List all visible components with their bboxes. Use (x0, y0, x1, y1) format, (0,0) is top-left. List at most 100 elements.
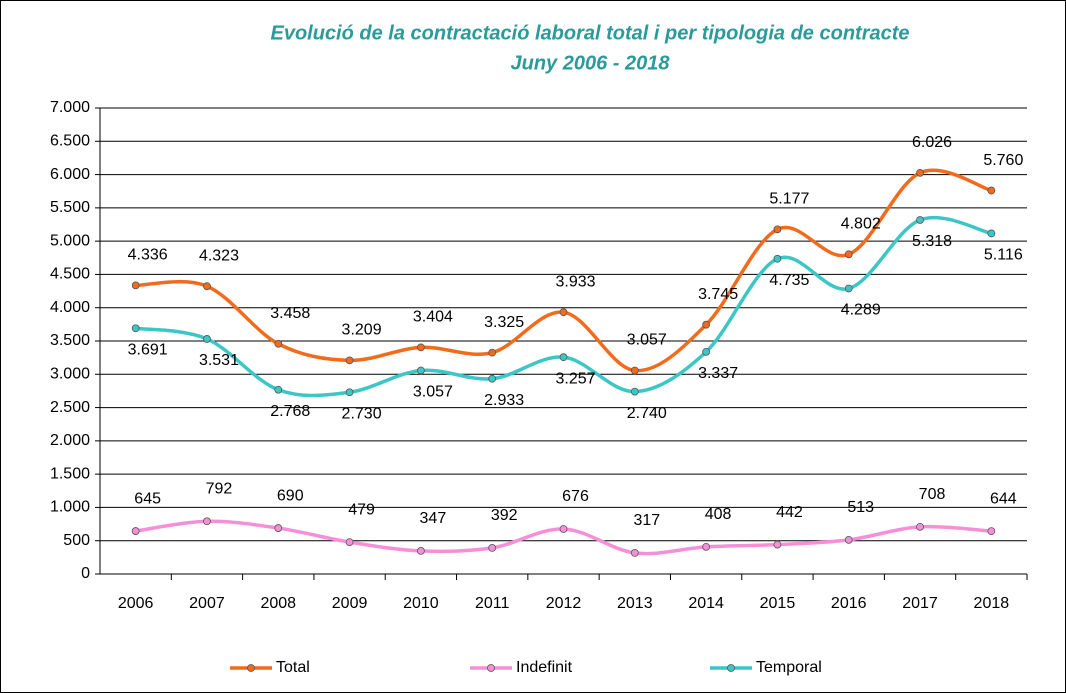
data-label: 317 (633, 512, 660, 529)
y-tick-label: 7.000 (50, 99, 90, 116)
point (559, 353, 568, 362)
data-label: 4.289 (841, 302, 881, 319)
point (274, 339, 283, 348)
point (345, 388, 354, 397)
data-label: 3.933 (555, 273, 595, 290)
x-tick-label: 2015 (760, 595, 796, 612)
data-label: 3.745 (698, 286, 738, 303)
data-label: 6.026 (912, 134, 952, 151)
y-tick-label: 0 (81, 565, 90, 582)
point (416, 366, 425, 375)
point (987, 229, 996, 238)
y-tick-label: 1.000 (50, 499, 90, 516)
data-label: 3.531 (199, 352, 239, 369)
data-label: 4.336 (128, 247, 168, 264)
data-label: 3.057 (413, 384, 453, 401)
point (987, 186, 996, 195)
data-label: 2.933 (484, 392, 524, 409)
data-label: 5.318 (912, 233, 952, 250)
data-label: 3.209 (342, 322, 382, 339)
y-tick-label: 1.500 (50, 465, 90, 482)
point (916, 522, 924, 531)
data-label: 392 (491, 507, 518, 524)
data-label: 708 (919, 486, 946, 503)
point (844, 284, 853, 293)
data-label: 3.257 (555, 370, 595, 387)
point (630, 548, 639, 557)
point (559, 525, 568, 533)
legend-marker (727, 664, 735, 672)
data-label: 408 (705, 506, 732, 523)
point (702, 320, 711, 329)
data-label: 513 (847, 499, 874, 516)
y-tick-label: 6.000 (50, 166, 90, 183)
x-tick-label: 2012 (546, 595, 582, 612)
point (345, 538, 354, 547)
x-tick-label: 2007 (189, 595, 225, 612)
data-label: 690 (277, 487, 304, 504)
point (559, 308, 568, 317)
data-label: 442 (776, 504, 803, 521)
point (203, 282, 211, 291)
x-tick-label: 2018 (974, 595, 1010, 612)
data-label: 792 (206, 480, 233, 497)
point (702, 347, 711, 356)
data-label: 3.337 (698, 365, 738, 382)
y-tick-label: 500 (63, 532, 90, 549)
data-label: 3.404 (413, 309, 453, 326)
x-tick-label: 2013 (617, 595, 653, 612)
y-tick-label: 2.500 (50, 399, 90, 416)
chart-title: Evolució de la contractació laboral tota… (270, 22, 909, 44)
point (274, 524, 283, 532)
point (416, 546, 425, 555)
point (916, 168, 924, 177)
data-label: 644 (990, 490, 1017, 507)
data-label: 2.768 (270, 403, 310, 420)
point (630, 366, 639, 375)
data-label: 645 (134, 490, 161, 507)
point (131, 281, 140, 290)
x-tick-label: 2014 (688, 595, 724, 612)
data-label: 3.691 (128, 342, 168, 359)
point (916, 216, 924, 224)
x-tick-label: 2010 (403, 595, 439, 612)
y-tick-label: 4.500 (50, 266, 90, 283)
data-label: 5.760 (983, 152, 1023, 169)
point (773, 254, 782, 263)
data-label: 4.802 (841, 216, 881, 233)
data-label: 5.177 (769, 191, 809, 208)
point (131, 527, 140, 535)
x-tick-label: 2006 (118, 595, 154, 612)
point (203, 517, 211, 526)
point (844, 250, 853, 259)
data-label: 2.730 (342, 405, 382, 422)
y-tick-label: 5.500 (50, 199, 90, 216)
data-label: 347 (420, 510, 447, 527)
point (630, 387, 639, 396)
point (773, 540, 782, 549)
data-label: 2.740 (627, 405, 667, 422)
point (131, 324, 140, 333)
point (345, 356, 354, 365)
legend-label: Temporal (756, 659, 822, 676)
x-tick-label: 2011 (475, 595, 510, 612)
x-tick-label: 2009 (332, 595, 368, 612)
legend-label: Total (276, 659, 310, 676)
legend-label: Indefinit (516, 659, 573, 676)
y-tick-label: 5.000 (50, 232, 90, 249)
data-label: 4.323 (199, 247, 239, 264)
point (203, 335, 211, 343)
data-label: 3.057 (627, 332, 667, 349)
point (987, 527, 996, 536)
point (488, 544, 497, 552)
data-label: 676 (562, 488, 589, 505)
y-tick-label: 3.500 (50, 332, 90, 349)
data-label: 5.116 (984, 247, 1023, 264)
x-tick-label: 2017 (902, 595, 938, 612)
data-label: 3.325 (484, 314, 524, 331)
x-tick-label: 2008 (260, 595, 296, 612)
chart-subtitle: Juny 2006 - 2018 (511, 52, 671, 74)
